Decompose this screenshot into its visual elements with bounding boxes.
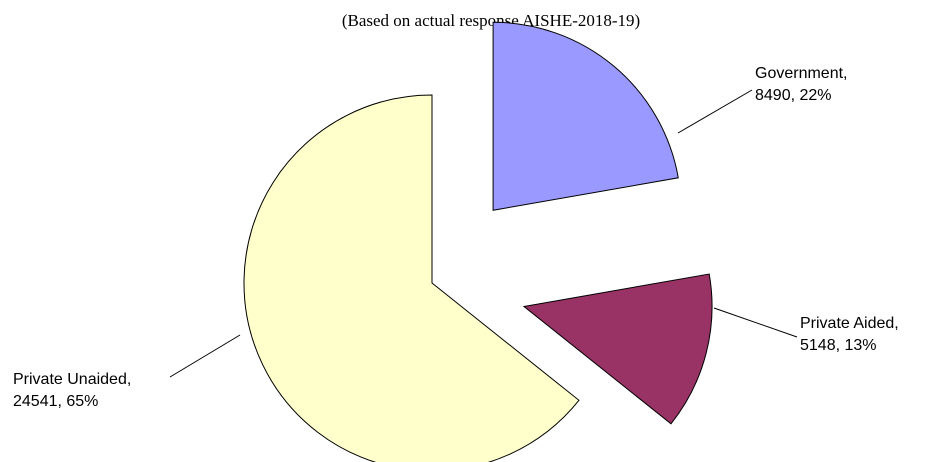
pie-slice bbox=[492, 21, 679, 211]
slice-value-label: 5148, 13% bbox=[800, 337, 877, 354]
leader-line bbox=[169, 334, 241, 378]
leader-line bbox=[677, 89, 753, 134]
leader-line bbox=[713, 307, 798, 338]
pie-slice bbox=[522, 273, 713, 425]
slice-label: Private Aided, bbox=[800, 315, 899, 332]
slice-label: Government, bbox=[755, 65, 847, 82]
slice-value-label: 24541, 65% bbox=[13, 393, 98, 410]
slice-label: Private Unaided, bbox=[13, 371, 131, 388]
slice-value-label: 8490, 22% bbox=[755, 87, 832, 104]
pie-slice bbox=[243, 94, 580, 462]
chart-subtitle: (Based on actual response AISHE-2018-19) bbox=[342, 11, 640, 30]
